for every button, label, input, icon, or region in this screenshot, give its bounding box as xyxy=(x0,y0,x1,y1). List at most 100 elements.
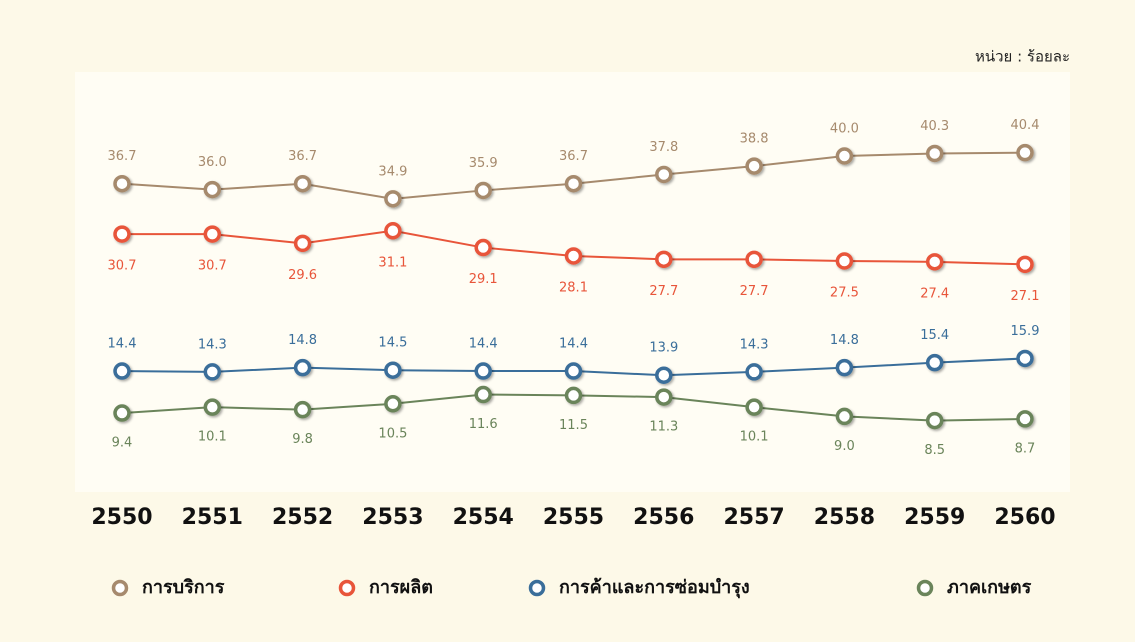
legend-marker xyxy=(528,579,546,597)
x-tick-label: 2556 xyxy=(633,505,694,530)
data-point xyxy=(745,250,763,269)
data-point xyxy=(564,386,583,405)
data-point xyxy=(835,147,854,165)
data-point xyxy=(564,247,583,265)
unit-label: หน่วย : ร้อยละ xyxy=(975,48,1070,66)
x-tick-label: 2553 xyxy=(362,505,423,530)
data-point xyxy=(1016,255,1034,274)
x-tick-label: 2558 xyxy=(814,505,875,530)
data-point xyxy=(113,404,131,422)
legend-label: การบริการ xyxy=(142,577,225,598)
data-point xyxy=(564,362,583,380)
data-point xyxy=(835,407,854,426)
x-tick-label: 2554 xyxy=(453,505,514,530)
data-point xyxy=(655,165,673,184)
data-label: 40.0 xyxy=(830,122,859,137)
x-tick-label: 2552 xyxy=(272,505,333,530)
data-label: 35.9 xyxy=(469,156,498,171)
data-label: 11.3 xyxy=(649,420,678,435)
data-label: 30.7 xyxy=(198,259,227,274)
data-point xyxy=(474,385,492,404)
x-tick-label: 2557 xyxy=(723,505,784,530)
data-label: 31.1 xyxy=(378,255,407,270)
data-label: 14.3 xyxy=(198,337,227,352)
data-label: 40.3 xyxy=(920,119,949,134)
data-label: 11.5 xyxy=(559,418,588,433)
data-label: 29.6 xyxy=(288,268,317,283)
data-point xyxy=(474,181,492,200)
data-label: 36.7 xyxy=(559,149,588,164)
data-label: 34.9 xyxy=(378,164,407,179)
data-label: 27.5 xyxy=(830,286,859,301)
data-point xyxy=(113,225,131,243)
x-tick-label: 2551 xyxy=(182,505,243,530)
data-point xyxy=(474,238,492,257)
data-label: 28.1 xyxy=(559,280,588,295)
data-point xyxy=(293,400,312,419)
data-label: 9.0 xyxy=(834,439,855,454)
data-label: 9.8 xyxy=(292,432,313,447)
data-label: 10.1 xyxy=(740,430,769,445)
data-point xyxy=(925,253,944,271)
legend-label: การผลิต xyxy=(369,577,433,598)
data-point xyxy=(835,358,854,377)
data-label: 9.4 xyxy=(112,436,133,451)
data-label: 36.7 xyxy=(108,149,137,164)
data-label: 8.7 xyxy=(1015,441,1036,456)
legend-label: ภาคเกษตร xyxy=(947,577,1032,598)
data-label: 14.3 xyxy=(740,337,769,352)
data-point xyxy=(293,358,312,377)
data-point xyxy=(203,225,222,243)
data-label: 14.4 xyxy=(469,337,498,352)
data-point xyxy=(384,222,402,240)
data-point xyxy=(925,353,944,372)
data-label: 27.7 xyxy=(649,284,678,299)
data-label: 10.1 xyxy=(198,430,227,445)
data-label: 14.5 xyxy=(378,336,407,351)
data-point xyxy=(564,174,583,193)
data-label: 27.7 xyxy=(740,284,769,299)
data-label: 10.5 xyxy=(378,426,407,441)
data-point xyxy=(655,388,673,406)
data-label: 13.9 xyxy=(649,341,678,356)
data-point xyxy=(745,157,763,175)
data-point xyxy=(925,411,944,430)
data-label: 27.4 xyxy=(920,286,949,301)
data-point xyxy=(474,362,492,380)
data-label: 38.8 xyxy=(740,132,769,147)
x-tick-label: 2555 xyxy=(543,505,604,530)
data-point xyxy=(384,395,402,413)
data-point xyxy=(655,250,673,269)
data-point xyxy=(835,252,854,270)
legend-marker xyxy=(111,579,129,597)
data-label: 11.6 xyxy=(469,417,498,432)
data-label: 37.8 xyxy=(649,140,678,155)
data-point xyxy=(745,363,763,381)
data-label: 14.4 xyxy=(108,337,137,352)
x-tick-label: 2559 xyxy=(904,505,965,530)
data-point xyxy=(203,180,222,199)
data-label: 14.8 xyxy=(830,333,859,348)
data-point xyxy=(655,366,673,384)
data-label: 14.8 xyxy=(288,333,317,348)
data-label: 15.9 xyxy=(1011,324,1040,339)
x-tick-label: 2560 xyxy=(994,505,1055,530)
data-label: 36.7 xyxy=(288,149,317,164)
data-point xyxy=(384,190,402,208)
data-point xyxy=(113,174,131,193)
data-point xyxy=(293,234,312,253)
data-point xyxy=(925,144,944,163)
legend-marker xyxy=(338,579,356,597)
legend-marker xyxy=(916,579,934,597)
data-label: 40.4 xyxy=(1011,118,1040,133)
data-label: 14.4 xyxy=(559,337,588,352)
data-label: 36.0 xyxy=(198,155,227,170)
data-point xyxy=(113,362,131,380)
legend-label: การค้าและการซ่อมบำรุง xyxy=(559,577,750,599)
data-point xyxy=(1016,349,1034,368)
x-tick-label: 2550 xyxy=(91,505,152,530)
data-label: 27.1 xyxy=(1011,289,1040,304)
data-point xyxy=(293,174,312,193)
